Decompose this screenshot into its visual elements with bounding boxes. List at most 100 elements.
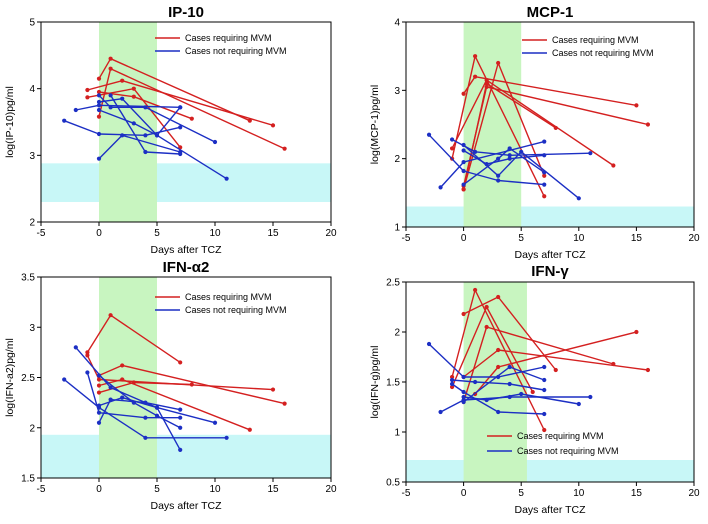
panel-1-series-line-not_requiring xyxy=(98,109,227,180)
panel-2-data-point-not_requiring xyxy=(496,156,501,161)
panel-4-series-line-not_requiring xyxy=(452,379,545,391)
panel-4-y-tick-label: 2 xyxy=(394,328,400,339)
panel-2-data-point-requiring xyxy=(542,173,547,178)
panel-4-data-point-requiring xyxy=(496,347,501,353)
panel-3-y-tick-label: 2 xyxy=(29,423,35,434)
panel-2-series-line-not_requiring xyxy=(463,149,545,165)
panel-2-data-point-requiring xyxy=(449,146,455,151)
panel-1-data-point-not_requiring xyxy=(96,99,102,105)
panel-3-x-tick-label: 10 xyxy=(209,484,221,495)
panel-3-data-point-requiring xyxy=(96,383,102,388)
panel-1-data-point-not_requiring xyxy=(108,105,113,110)
panel-3-data-point-requiring xyxy=(270,387,276,392)
panel-2-data-point-not_requiring xyxy=(542,139,547,144)
panel-2-data-point-not_requiring xyxy=(484,162,489,167)
panel-1-plot-frame xyxy=(40,21,332,223)
panel-2-x-tick-label: 0 xyxy=(461,233,467,244)
panel-4-data-point-requiring xyxy=(496,294,501,300)
panel-4-data-point-not_requiring xyxy=(449,381,455,387)
panel-2-data-point-not_requiring xyxy=(461,159,466,165)
panel-1-data-point-not_requiring xyxy=(131,121,136,126)
panel-4-data-point-requiring xyxy=(473,287,478,293)
panel-1-data-point-requiring xyxy=(85,95,90,100)
panel-3-data-point-not_requiring xyxy=(212,420,218,425)
panel-1-x-tick-label: 15 xyxy=(267,228,279,239)
panel-4-x-tick-label: -5 xyxy=(402,488,411,499)
panel-1-data-point-not_requiring xyxy=(120,96,125,101)
panel-2-x-tick-label: 20 xyxy=(688,233,700,244)
panel-2-normal-range-band xyxy=(406,206,694,227)
panel-2-data-point-not_requiring xyxy=(438,185,443,190)
panel-4-data-point-requiring xyxy=(645,367,651,373)
panel-3-x-tick-label: 20 xyxy=(325,484,337,495)
panel-3-y-tick-label: 3.5 xyxy=(21,273,35,284)
panel-1-data-point-not_requiring xyxy=(96,156,102,161)
panel-3-data-point-not_requiring xyxy=(96,420,102,425)
panel-1-data-point-not_requiring xyxy=(178,125,183,130)
panel-4-x-tick-label: 0 xyxy=(461,488,467,499)
panel-4-data-point-not_requiring xyxy=(473,379,478,385)
panel-3-data-point-requiring xyxy=(120,363,125,368)
panel-4-y-axis-label: log(IFN-g)pg/ml xyxy=(369,346,381,419)
panel-2-data-point-not_requiring xyxy=(461,168,466,174)
panel-1-data-point-not_requiring xyxy=(96,131,102,137)
panel-4-data-point-not_requiring xyxy=(507,381,512,387)
panel-3-x-tick-label: 0 xyxy=(96,484,102,495)
panel-4-data-point-requiring xyxy=(553,367,558,373)
panel-3-legend-label-not_requiring: Cases not requiring MVM xyxy=(185,305,287,315)
panel-3-data-point-not_requiring xyxy=(73,345,78,350)
panel-2: -5 0 5 10 15 20 1 2 3 4 MCP-1 Days after TCZ log(MCP… xyxy=(369,4,700,261)
panel-3-data-point-not_requiring xyxy=(224,435,229,440)
panel-1-data-point-not_requiring xyxy=(120,133,125,138)
panel-1-x-tick-label: 5 xyxy=(154,228,160,239)
panel-4-data-point-requiring xyxy=(542,427,547,433)
panel-2-x-axis-label: Days after TCZ xyxy=(515,249,587,261)
panel-4-data-point-not_requiring xyxy=(484,397,489,403)
panel-2-x-tick-label: 15 xyxy=(631,233,643,244)
panel-2-data-point-not_requiring xyxy=(461,142,466,148)
panel-1-data-point-requiring xyxy=(108,56,113,61)
panel-1-x-tick-label: 10 xyxy=(209,228,221,239)
panel-4-data-point-not_requiring xyxy=(461,394,466,400)
panel-1-data-point-not_requiring xyxy=(73,107,78,113)
panel-1-data-point-not_requiring xyxy=(108,93,113,98)
panel-4-data-point-not_requiring xyxy=(507,364,512,370)
panel-1-data-point-not_requiring xyxy=(178,105,183,110)
panel-1-data-point-requiring xyxy=(270,123,276,128)
panel-2-data-point-not_requiring xyxy=(507,153,512,158)
panel-2-data-point-not_requiring xyxy=(473,149,478,154)
panel-3-y-axis-label: log(IFN-a2)pg/ml xyxy=(4,338,16,417)
panel-1-data-point-not_requiring xyxy=(143,133,148,138)
panel-4-data-point-requiring xyxy=(484,304,489,310)
panel-1-x-tick-label: -5 xyxy=(37,228,46,239)
panel-3: -5 0 5 10 15 20 1.5 2 2.5 3 3.5 IFN-α2 Days after TC… xyxy=(4,259,337,512)
panel-2-data-point-requiring xyxy=(496,60,501,66)
panel-2-series-line-not_requiring xyxy=(463,147,545,186)
panel-1-data-point-requiring xyxy=(247,118,252,123)
panel-3-data-point-requiring xyxy=(96,377,102,382)
panel-3-data-point-not_requiring xyxy=(96,373,102,378)
panel-4-data-point-requiring xyxy=(449,374,455,380)
panel-4-data-point-requiring xyxy=(634,329,639,335)
panel-1-data-point-not_requiring xyxy=(62,118,67,123)
panel-3-data-point-not_requiring xyxy=(143,435,148,440)
panel-4-title: IFN-γ xyxy=(531,263,569,280)
panel-3-tcz-window-band xyxy=(99,277,157,478)
panel-3-y-tick-label: 2.5 xyxy=(21,373,35,384)
panel-2-legend-label-requiring: Cases requiring MVM xyxy=(552,35,639,45)
panel-1-y-tick-label: 4 xyxy=(29,84,35,95)
panel-2-data-point-not_requiring xyxy=(426,132,432,137)
panel-2-data-point-requiring xyxy=(461,91,466,96)
panel-2-data-point-requiring xyxy=(473,54,478,59)
panel-2-data-point-not_requiring xyxy=(588,151,593,156)
panel-3-data-point-not_requiring xyxy=(178,425,183,430)
panel-3-x-tick-label: 5 xyxy=(154,484,160,495)
panel-4-data-point-not_requiring xyxy=(461,389,466,395)
panel-4-data-point-requiring xyxy=(530,389,535,395)
panel-4: -5 0 5 10 15 20 0.5 1 1.5 2 2.5 IFN-γ Days after TCZ… xyxy=(369,263,700,516)
panel-1-x-tick-label: 0 xyxy=(96,228,102,239)
panel-2-data-point-requiring xyxy=(484,77,489,83)
panel-3-series-line-not_requiring xyxy=(86,372,181,419)
